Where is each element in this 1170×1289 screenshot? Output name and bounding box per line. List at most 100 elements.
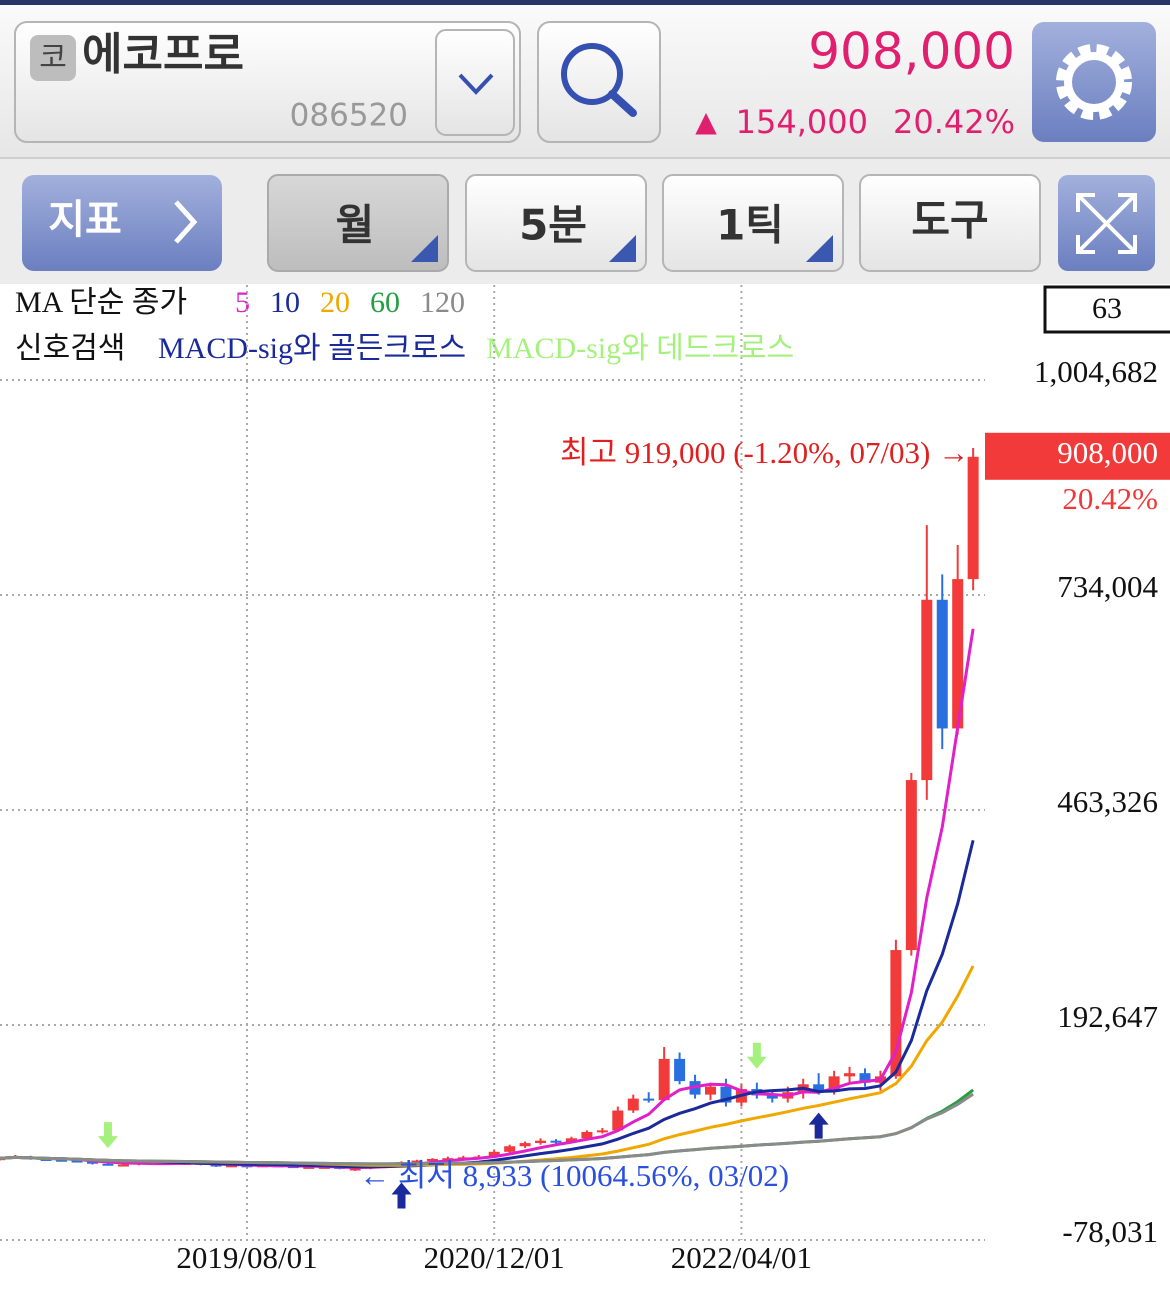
top-bar [0,0,1170,5]
candle-body [488,1151,500,1157]
candle-body [967,456,979,580]
candle-body [674,1058,686,1082]
candle-body [627,1098,639,1111]
indicator-button[interactable] [22,175,222,271]
stock-box[interactable] [14,21,521,143]
period-button[interactable] [662,174,844,272]
y-tick-label: 463,326 [1057,784,1158,819]
ma-legend: 60 [370,286,400,319]
candle-body [56,1159,68,1162]
x-tick-label: 2022/04/01 [671,1240,812,1275]
count-value: 63 [1092,292,1122,325]
candle-body [40,1158,52,1161]
y-tick-label: 1,004,682 [1034,354,1158,389]
high-annotation: 최고 919,000 (-1.20%, 07/03) → [560,435,969,470]
candle-body [519,1143,531,1147]
candle-body [859,1073,871,1083]
tools-label: 도구 [911,196,988,245]
ma-legend: 120 [420,286,465,319]
candle-body [210,1164,222,1167]
signal-label: 신호검색 [15,332,125,365]
golden-cross-arrow [808,1112,829,1139]
settings-button[interactable] [1032,22,1156,142]
dead-cross-arrow [97,1122,118,1149]
candle-body [87,1161,98,1164]
candle-body [426,1158,438,1161]
ma-label: MA 단순 종가 [15,286,187,319]
search-icon [561,43,623,105]
corner-triangle [411,235,438,262]
candle-body [226,1165,238,1168]
candle-body [921,599,933,781]
change-percent: 20.42% [893,103,1015,141]
candle-body [890,950,902,1077]
ma-line [0,1092,974,1166]
period-button[interactable] [267,174,449,272]
candles [0,448,979,1171]
candle-body [596,1130,608,1133]
gear-icon [1056,44,1132,120]
search-button[interactable] [537,21,661,143]
stock-code: 086520 [290,98,408,134]
y-tick-label: 734,004 [1057,569,1158,604]
count-box [1043,285,1170,334]
candle-body [720,1086,732,1103]
candle-body [411,1160,423,1163]
market-badge-text: 코 [39,41,67,76]
market-badge [30,35,76,81]
change-arrow: ▲ [695,105,717,138]
y-tick-label: 192,647 [1057,999,1158,1034]
ma-legend: 5 [235,286,250,319]
golden-cross-arrow [391,1182,412,1209]
signal-legend: MACD-sig와 데드크로스 [486,332,794,365]
candle-body [936,599,948,729]
candle-body [658,1058,670,1101]
dead-cross-arrow [746,1042,767,1069]
search-icon-handle [608,90,637,117]
indicator-chevron [174,200,198,244]
x-tick-label: 2020/12/01 [424,1240,565,1275]
candle-body [535,1140,547,1144]
period-label: 월 [336,201,375,250]
stock-name: 에코프로 [82,29,244,80]
candle-body [565,1138,577,1143]
candle-body [117,1164,129,1167]
dropdown-button[interactable] [435,29,515,136]
x-tick-label: 2019/08/01 [176,1240,317,1275]
candle-body [581,1131,593,1139]
current-price: 908,000 [808,23,1015,81]
last-change-label: 20.42% [1062,481,1158,516]
period-label: 1틱 [716,201,784,250]
ma-line [0,839,975,1169]
last-price-label: 908,000 [1057,435,1158,470]
candle-body [442,1158,454,1161]
tools-button[interactable] [859,174,1041,272]
change-amount: 154,000 [736,103,868,141]
candle-body [952,579,964,729]
period-label: 5분 [519,201,587,250]
candle-body [766,1095,778,1099]
corner-triangle [609,235,636,262]
last-price-tag [985,432,1170,480]
candle-body [905,780,917,951]
ma-legend: 20 [320,286,350,319]
candle-body [504,1146,516,1152]
corner-triangle [806,235,833,262]
period-button[interactable] [465,174,647,272]
y-tick-label: -78,031 [1062,1214,1158,1249]
candle-body [550,1140,562,1143]
candle-body [349,1168,361,1171]
ma-legend: 10 [270,286,300,319]
candle-body [71,1160,83,1163]
candle-body [643,1098,655,1101]
signal-legend: MACD-sig와 골든크로스 [158,332,466,365]
ma-line [0,965,975,1167]
chevron-icon [458,73,494,95]
candle-body [828,1076,840,1091]
ma-line [0,1088,975,1166]
low-annotation: ← 최저 8,933 (10064.56%, 03/02) [359,1158,789,1193]
candle-body [303,1166,315,1169]
expand-icon [1076,193,1137,254]
candle-body [844,1073,856,1077]
